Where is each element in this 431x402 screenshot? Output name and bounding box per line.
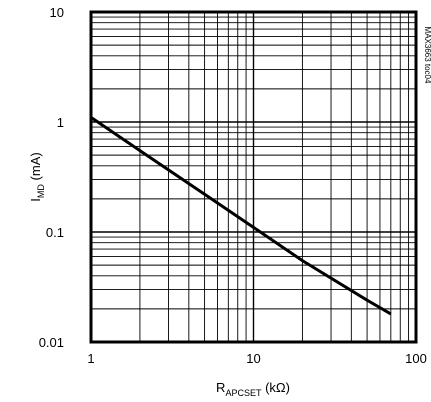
x-tick-label: 10 xyxy=(246,351,260,366)
chart-series xyxy=(90,116,392,316)
figure-tag: MAX3663 toc04 xyxy=(423,27,431,84)
x-tick-labels: 1 10 100 xyxy=(87,351,426,366)
chart-grid xyxy=(91,12,416,342)
x-axis-label-subscript: APCSET xyxy=(225,388,262,398)
x-axis-label: RAPCSET (kΩ) xyxy=(216,380,290,398)
plot-frame xyxy=(89,10,418,344)
x-tick-label: 1 xyxy=(87,351,94,366)
y-tick-label: 0.1 xyxy=(46,225,64,240)
y-tick-label: 1 xyxy=(57,115,64,130)
y-axis-label: IMD (mA) xyxy=(28,152,46,201)
series-line-1 xyxy=(90,116,392,316)
y-tick-label: 10 xyxy=(50,5,64,20)
y-tick-label: 0.01 xyxy=(39,335,64,350)
x-tick-label: 100 xyxy=(405,351,427,366)
y-axis-label-subscript: MD xyxy=(36,184,46,198)
y-tick-labels: 0.01 0.1 1 10 xyxy=(39,5,64,350)
